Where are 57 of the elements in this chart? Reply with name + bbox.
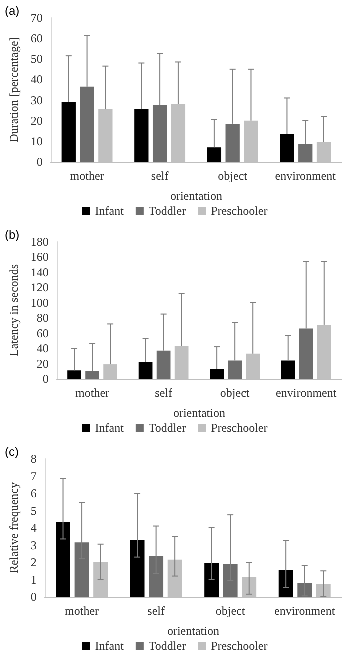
y-tick-label: 60: [36, 326, 49, 340]
x-tick-label: mother: [76, 386, 110, 400]
x-tick-label: object: [220, 386, 250, 400]
x-tick-label: object: [218, 169, 248, 183]
y-tick-label: 50: [30, 52, 43, 66]
legend-label: Infant: [95, 421, 125, 435]
y-axis-title: Relative frequency: [7, 482, 21, 574]
x-tick-label: self: [151, 169, 169, 183]
legend-label: Preschooler: [211, 639, 268, 653]
x-tick-label: object: [216, 604, 246, 618]
y-axis-title: Duration [percentage]: [7, 37, 21, 143]
y-tick-label: 8: [30, 452, 37, 466]
x-tick-label: self: [155, 386, 172, 400]
y-tick-label: 30: [30, 93, 43, 108]
legend-label: Infant: [95, 639, 125, 653]
x-axis-title: orientation: [173, 406, 226, 420]
legend-label: Preschooler: [211, 204, 268, 218]
y-tick-label: 10: [30, 134, 43, 148]
y-tick-label: 40: [36, 342, 49, 356]
x-axis-title: orientation: [167, 624, 220, 638]
y-tick-label: 7: [30, 469, 37, 484]
y-tick-label: 20: [30, 114, 43, 128]
y-tick-label: 40: [30, 72, 43, 87]
y-tick-label: 0: [42, 372, 49, 386]
chart-title: (a): [5, 4, 20, 18]
y-tick-label: 60: [30, 32, 43, 46]
y-tick-label: 2: [30, 556, 37, 570]
x-axis-title: orientation: [170, 189, 222, 203]
legend-label: Toddler: [148, 421, 186, 435]
x-tick-label: self: [148, 604, 165, 618]
x-tick-label: mother: [70, 169, 104, 183]
y-tick-label: 180: [30, 235, 49, 249]
y-tick-label: 20: [36, 356, 49, 371]
y-tick-label: 160: [30, 250, 49, 264]
y-tick-label: 120: [30, 280, 49, 295]
x-tick-label: environment: [274, 604, 336, 618]
y-tick-label: 100: [30, 296, 49, 310]
y-tick-label: 70: [30, 11, 43, 25]
legend-label: Toddler: [148, 639, 186, 653]
y-tick-label: 4: [30, 521, 37, 535]
y-tick-label: 0: [30, 590, 37, 604]
y-tick-label: 3: [30, 538, 37, 552]
x-tick-label: environment: [275, 169, 337, 183]
chart-title: (c): [5, 445, 19, 459]
y-tick-label: 80: [36, 311, 49, 326]
y-tick-label: 1: [30, 572, 37, 587]
chart-title: (b): [5, 228, 20, 242]
x-tick-label: mother: [65, 604, 100, 618]
y-tick-label: 5: [30, 504, 37, 518]
x-tick-label: environment: [276, 386, 338, 400]
legend-label: Infant: [95, 204, 125, 218]
y-tick-label: 140: [30, 265, 49, 280]
y-tick-label: 6: [30, 486, 37, 500]
legend-label: Preschooler: [211, 421, 268, 435]
y-tick-label: 0: [36, 155, 43, 169]
legend-label: Toddler: [148, 204, 186, 218]
y-axis-title: Latency in seconds: [7, 264, 21, 356]
